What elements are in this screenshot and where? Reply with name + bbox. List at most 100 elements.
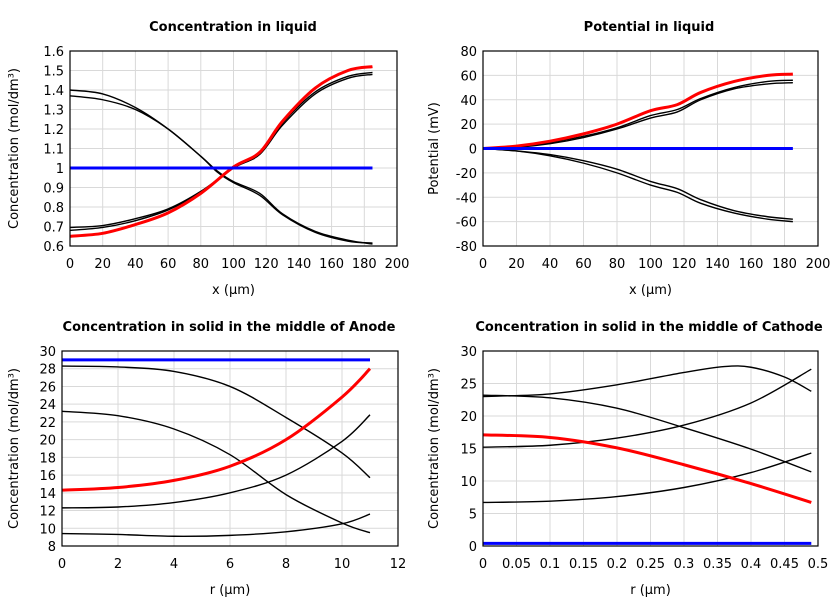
x-tick-label: 0 <box>58 557 66 572</box>
x-axis-label: x (µm) <box>212 283 255 298</box>
series-line-5 <box>61 367 372 492</box>
y-tick-label: 80 <box>460 45 477 60</box>
y-tick-label: 1.6 <box>43 45 64 60</box>
x-tick-label: 4 <box>170 557 178 572</box>
y-tick-label: -60 <box>456 216 477 231</box>
y-tick-label: 28 <box>39 363 56 378</box>
y-tick-label: 14 <box>39 487 56 502</box>
x-tick-label: 20 <box>94 257 111 272</box>
series-line-2 <box>61 410 371 534</box>
x-tick-label: 0 <box>479 257 487 272</box>
x-tick-label: 120 <box>672 257 697 272</box>
y-tick-label: 20 <box>460 410 477 425</box>
y-tick-label: -40 <box>456 191 477 206</box>
x-tick-label: 0.25 <box>636 557 665 572</box>
x-tick-label: 10 <box>334 557 351 572</box>
x-tick-label: 180 <box>352 257 377 272</box>
x-tick-label: 100 <box>638 257 663 272</box>
chart-title: Concentration in solid in the middle of … <box>63 320 396 335</box>
x-tick-label: 80 <box>609 257 626 272</box>
y-tick-label: 8 <box>48 540 56 555</box>
x-tick-label: 160 <box>319 257 344 272</box>
x-tick-label: 200 <box>385 257 410 272</box>
y-tick-label: 12 <box>39 505 56 520</box>
y-tick-label: 30 <box>39 345 56 360</box>
chart-title: Potential in liquid <box>584 20 715 35</box>
y-tick-label: 40 <box>460 94 477 109</box>
x-tick-label: 0.05 <box>502 557 531 572</box>
chart-title: Concentration in liquid <box>149 20 317 35</box>
x-tick-label: 140 <box>286 257 311 272</box>
x-tick-label: 160 <box>739 257 764 272</box>
series-line-2 <box>69 95 373 245</box>
x-tick-label: 200 <box>806 257 831 272</box>
x-tick-label: 0 <box>479 557 487 572</box>
x-tick-label: 20 <box>508 257 525 272</box>
y-tick-label: 16 <box>39 469 56 484</box>
plot-frame <box>61 350 399 547</box>
series-line-3 <box>482 147 793 220</box>
x-tick-label: 60 <box>575 257 592 272</box>
x-tick-label: 2 <box>114 557 122 572</box>
series-line-2 <box>482 81 793 150</box>
series-line-3 <box>482 368 812 448</box>
y-tick-label: 1.2 <box>43 123 64 138</box>
x-tick-label: 0.3 <box>674 557 695 572</box>
x-tick-label: 120 <box>254 257 279 272</box>
chart-4: 0 0.05 0.1 0.15 0.2 0.25 0.3 0.35 0.4 0.45 0.5 0 5 10… <box>427 320 828 598</box>
series-line-2 <box>482 394 812 473</box>
x-tick-label: 0.5 <box>808 557 829 572</box>
x-tick-label: 0.35 <box>703 557 732 572</box>
x-tick-label: 0 <box>66 257 74 272</box>
series-line-1 <box>61 365 371 479</box>
y-tick-label: 0.7 <box>43 221 64 236</box>
y-tick-label: 1 <box>56 162 64 177</box>
plot-frame <box>69 50 398 247</box>
y-tick-label: 0.6 <box>43 240 64 255</box>
x-tick-label: 0.45 <box>770 557 799 572</box>
y-tick-label: 1.1 <box>43 143 64 158</box>
x-tick-label: 0.4 <box>741 557 762 572</box>
y-axis-label: Concentration (mol/dm³) <box>7 68 22 229</box>
series-line-5 <box>69 65 373 238</box>
x-axis-label: x (µm) <box>629 283 672 298</box>
series-line-5 <box>482 72 793 150</box>
series-line-5 <box>482 433 812 504</box>
x-axis-label: r (µm) <box>210 583 251 598</box>
y-tick-label: 25 <box>460 378 477 393</box>
y-tick-label: 22 <box>39 416 56 431</box>
y-axis-label: Concentration (mol/dm³) <box>7 368 22 529</box>
y-tick-label: -80 <box>456 240 477 255</box>
plot-frame <box>482 50 819 247</box>
y-tick-label: 0 <box>469 540 477 555</box>
y-tick-label: 30 <box>460 345 477 360</box>
y-tick-label: 20 <box>460 118 477 133</box>
y-tick-label: 10 <box>39 522 56 537</box>
x-tick-label: 40 <box>542 257 559 272</box>
plot-frame <box>482 350 819 547</box>
x-tick-label: 8 <box>282 557 290 572</box>
series-line-4 <box>61 513 371 537</box>
y-tick-label: 20 <box>39 434 56 449</box>
y-tick-label: 26 <box>39 380 56 395</box>
y-axis-label: Concentration (mol/dm³) <box>427 368 442 529</box>
x-tick-label: 12 <box>390 557 407 572</box>
chart-title: Concentration in solid in the middle of … <box>475 320 823 335</box>
y-tick-label: 1.4 <box>43 84 64 99</box>
y-tick-label: 10 <box>460 475 477 490</box>
y-tick-label: -20 <box>456 167 477 182</box>
series-line-1 <box>482 365 812 398</box>
y-axis-label: Potential (mV) <box>427 102 442 195</box>
chart-3: 0 2 4 6 8 10 1281012141618202224262830Concentr… <box>7 320 406 598</box>
x-tick-label: 0.2 <box>607 557 628 572</box>
y-tick-label: 24 <box>39 398 56 413</box>
y-tick-label: 18 <box>39 451 56 466</box>
x-tick-label: 100 <box>221 257 246 272</box>
x-tick-label: 6 <box>226 557 234 572</box>
y-tick-label: 5 <box>469 508 477 523</box>
x-axis-label: r (µm) <box>630 583 671 598</box>
series-line-4 <box>482 147 793 223</box>
x-tick-label: 0.15 <box>569 557 598 572</box>
x-tick-label: 180 <box>772 257 797 272</box>
